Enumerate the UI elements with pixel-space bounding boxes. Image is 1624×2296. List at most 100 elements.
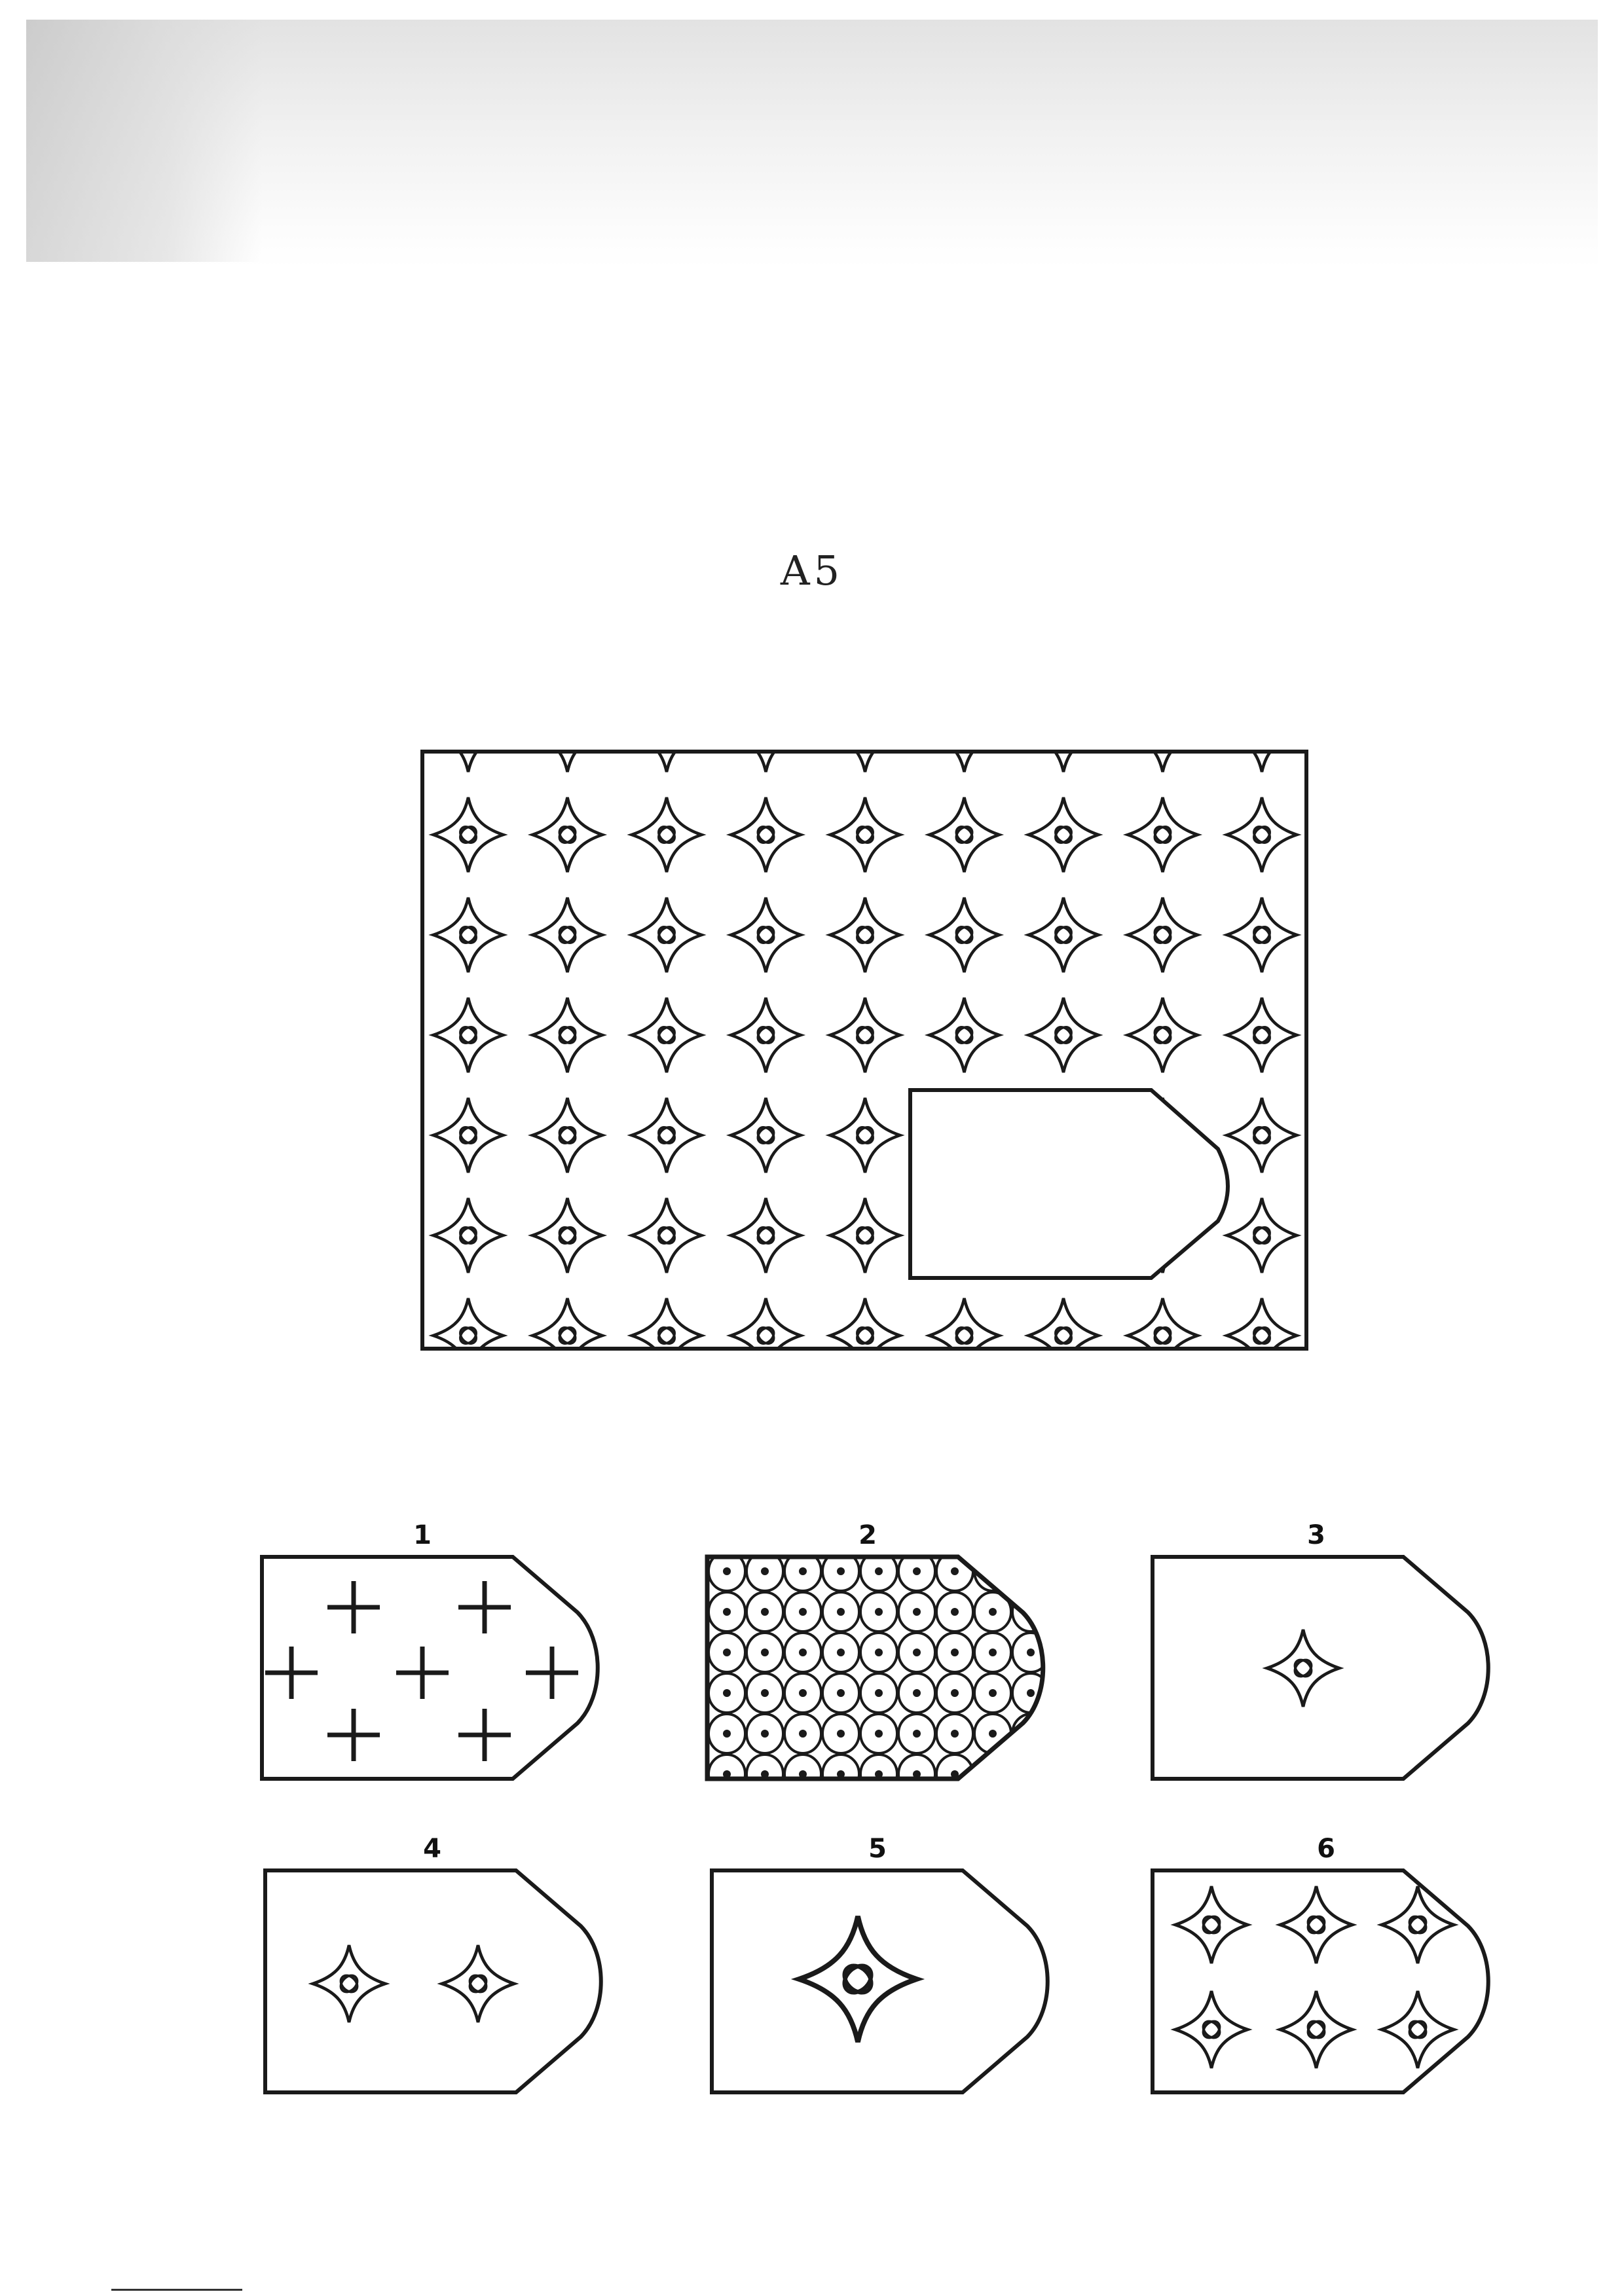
lattice-cell <box>745 1753 784 1779</box>
option-6-pattern <box>1175 1886 1454 2068</box>
pattern-star-icon <box>1029 998 1099 1072</box>
pattern-star-icon <box>532 1298 602 1373</box>
pattern-star-icon <box>830 1098 900 1173</box>
lattice-cell <box>1011 1753 1043 1779</box>
puzzle-title: A5 <box>780 547 844 594</box>
lattice-cell <box>707 1713 747 1755</box>
pattern-star-icon <box>731 797 801 872</box>
pattern-star-icon <box>731 697 801 772</box>
lattice-cell <box>821 1753 860 1779</box>
pattern-star-icon <box>830 697 900 772</box>
lattice-cell <box>821 1631 860 1673</box>
lattice-cell <box>935 1672 974 1714</box>
lattice-cell <box>935 1591 974 1633</box>
pattern-star-icon <box>632 797 702 872</box>
lattice-cell <box>1011 1713 1043 1755</box>
lattice-cell <box>783 1753 822 1779</box>
pattern-star-icon <box>1128 898 1198 972</box>
option-1[interactable]: 1 <box>260 1520 600 1781</box>
pattern-star-icon <box>929 998 999 1072</box>
pattern-star-icon <box>1029 797 1099 872</box>
lattice-cell <box>783 1631 822 1673</box>
lattice-cell <box>821 1591 860 1633</box>
scan-edge-line <box>111 2289 242 2291</box>
scan-shadow-corner <box>26 20 262 262</box>
option-3-pattern <box>1267 1630 1339 1707</box>
pattern-star-icon <box>1227 998 1297 1072</box>
pattern-star-icon <box>1029 898 1099 972</box>
pattern-star-icon <box>434 998 504 1072</box>
pattern-star-icon <box>532 797 602 872</box>
lattice-cell <box>973 1631 1012 1673</box>
pattern-star-icon <box>929 898 999 972</box>
lattice-cell <box>859 1713 898 1755</box>
lattice-cell <box>783 1672 822 1714</box>
option-6-label: 6 <box>1317 1834 1335 1864</box>
pattern-star-icon <box>532 1098 602 1173</box>
lattice-cell <box>859 1631 898 1673</box>
lattice-cell <box>707 1753 747 1779</box>
option-4-pattern <box>313 1945 514 2022</box>
pattern-star-icon <box>830 998 900 1072</box>
pattern-star-icon <box>1227 898 1297 972</box>
lattice-cell <box>897 1591 936 1633</box>
lattice-cell <box>935 1753 974 1779</box>
lattice-cell <box>897 1753 936 1779</box>
scan-shadow <box>26 20 1598 268</box>
lattice-cell <box>859 1591 898 1633</box>
pattern-star-icon <box>1227 1198 1297 1273</box>
main-pattern <box>420 697 1308 1373</box>
lattice-cell <box>859 1672 898 1714</box>
lattice-cell <box>973 1672 1012 1714</box>
lattice-cell <box>745 1672 784 1714</box>
pattern-star-icon <box>1227 697 1297 772</box>
pattern-star-icon <box>434 697 504 772</box>
lattice-cell <box>707 1631 747 1673</box>
lattice-cell <box>897 1631 936 1673</box>
option-3[interactable]: 3 <box>1151 1520 1490 1781</box>
pattern-star-icon <box>731 998 801 1072</box>
lattice-cell <box>859 1753 898 1779</box>
pattern-star-icon <box>632 998 702 1072</box>
pattern-star-icon <box>632 1198 702 1273</box>
pattern-star-icon <box>434 1298 504 1373</box>
lattice-cell <box>707 1591 747 1633</box>
pattern-star-icon <box>929 697 999 772</box>
pattern-star-icon <box>632 1298 702 1373</box>
lattice-cell <box>745 1591 784 1633</box>
lattice-cell <box>821 1713 860 1755</box>
pattern-star-icon <box>830 797 900 872</box>
pattern-star-icon <box>532 1198 602 1273</box>
pattern-star-icon <box>830 1298 900 1373</box>
pattern-star-icon <box>1227 797 1297 872</box>
pattern-star-icon <box>632 1098 702 1173</box>
lattice-cell <box>783 1713 822 1755</box>
option-2[interactable]: 2 <box>705 1520 1049 1794</box>
pattern-star-icon <box>929 1298 999 1373</box>
pattern-star-icon <box>1128 998 1198 1072</box>
lattice-cell <box>897 1672 936 1714</box>
pattern-star-icon <box>1029 697 1099 772</box>
pattern-star-icon <box>1128 797 1198 872</box>
option-2-label: 2 <box>858 1520 877 1550</box>
pattern-star-icon <box>929 797 999 872</box>
lattice-cell <box>707 1672 747 1714</box>
option-6[interactable]: 6 <box>1151 1834 1490 2094</box>
pattern-star-icon <box>1227 1298 1297 1373</box>
pattern-star-icon <box>434 797 504 872</box>
option-5[interactable]: 5 <box>710 1834 1050 2094</box>
option-5-label: 5 <box>868 1834 887 1864</box>
pattern-star-icon <box>532 998 602 1072</box>
pattern-star-icon <box>1128 697 1198 772</box>
lattice-cell <box>1011 1557 1043 1592</box>
lattice-cell <box>745 1713 784 1755</box>
pattern-star-icon <box>731 1098 801 1173</box>
lattice-cell <box>783 1591 822 1633</box>
pattern-star-icon <box>632 697 702 772</box>
option-2-pattern <box>707 1557 1043 1779</box>
option-1-label: 1 <box>413 1520 432 1550</box>
pattern-star-icon <box>830 898 900 972</box>
lattice-cell <box>935 1713 974 1755</box>
option-4[interactable]: 4 <box>263 1834 603 2094</box>
